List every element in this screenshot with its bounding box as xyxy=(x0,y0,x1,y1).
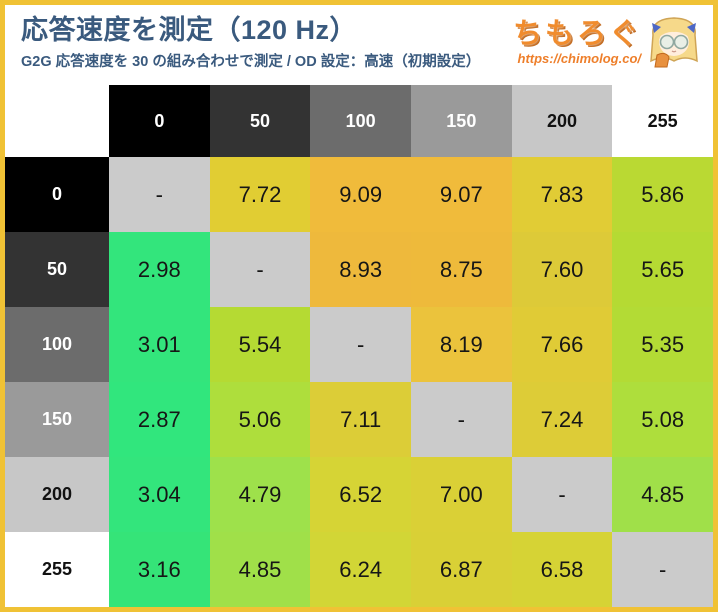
site-logo-text-block: ちもろぐ https://chimolog.co/ xyxy=(512,17,642,66)
col-header-100: 100 xyxy=(310,85,411,157)
heatmap-cell-r200-c200: - xyxy=(511,457,613,532)
col-header-255: 255 xyxy=(612,85,713,157)
heatmap-cell-r150-c255: 5.08 xyxy=(612,382,713,457)
heatmap-cell-r200-c150: 7.00 xyxy=(410,457,512,532)
heatmap-cell-r150-c50: 5.06 xyxy=(209,382,311,457)
site-logo-name: ちもろぐ xyxy=(512,17,641,50)
heatmap-corner-cell xyxy=(5,85,109,157)
row-header-0: 0 xyxy=(5,157,109,232)
heatmap-cell-r200-c50: 4.79 xyxy=(209,457,311,532)
heatmap-cell-r100-c255: 5.35 xyxy=(612,307,713,382)
col-header-50: 50 xyxy=(209,85,311,157)
heatmap-cell-r200-c0: 3.04 xyxy=(109,457,210,532)
response-time-heatmap: 0 50 100 150 200 255 0-7.72 9.09 9.07 7.83 5.86 50 2… xyxy=(5,85,713,607)
heatmap-cell-r255-c200: 6.58 xyxy=(511,532,613,607)
heatmap-cell-r150-c200: 7.24 xyxy=(511,382,613,457)
heatmap-cell-r255-c0: 3.16 xyxy=(109,532,210,607)
row-header-255: 255 xyxy=(5,532,109,607)
row-header-200: 200 xyxy=(5,457,109,532)
heatmap-cell-r50-c150: 8.75 xyxy=(410,232,512,307)
heatmap-cell-r255-c255: - xyxy=(612,532,713,607)
heatmap-cell-r0-c0: - xyxy=(109,157,210,232)
site-logo: ちもろぐ https://chimolog.co/ xyxy=(513,15,703,69)
heatmap-cell-r0-c255: 5.86 xyxy=(612,157,713,232)
header: 応答速度を測定（120 Hz） G2G 応答速度を 30 の組み合わせで測定 /… xyxy=(5,5,713,90)
heatmap-cell-r100-c200: 7.66 xyxy=(511,307,613,382)
row-header-50: 50 xyxy=(5,232,109,307)
heatmap-cell-r50-c50: - xyxy=(209,232,311,307)
mascot-avatar-icon xyxy=(650,17,698,68)
heatmap-cell-r50-c0: 2.98 xyxy=(109,232,210,307)
col-header-150: 150 xyxy=(410,85,512,157)
heatmap-cell-r200-c100: 6.52 xyxy=(310,457,411,532)
heatmap-cell-r0-c200: 7.83 xyxy=(511,157,613,232)
heatmap-cell-r50-c200: 7.60 xyxy=(511,232,613,307)
heatmap-cell-r255-c50: 4.85 xyxy=(209,532,311,607)
page-subtitle: G2G 応答速度を 30 の組み合わせで測定 / OD 設定：高速（初期設定） xyxy=(21,54,481,71)
heatmap-cell-r50-c255: 5.65 xyxy=(612,232,713,307)
heatmap-cell-r0-c150: 9.07 xyxy=(410,157,512,232)
heatmap-cell-r150-c100: 7.11 xyxy=(310,382,411,457)
heatmap-cell-r0-c100: 9.09 xyxy=(310,157,411,232)
heatmap-cell-r255-c100: 6.24 xyxy=(310,532,411,607)
heatmap-cell-r100-c50: 5.54 xyxy=(209,307,311,382)
title-block: 応答速度を測定（120 Hz） G2G 応答速度を 30 の組み合わせで測定 /… xyxy=(21,15,480,71)
heatmap-cell-r50-c100: 8.93 xyxy=(310,232,411,307)
heatmap-cell-r255-c150: 6.87 xyxy=(410,532,512,607)
heatmap-cell-r150-c150: - xyxy=(410,382,512,457)
heatmap-cell-r100-c100: - xyxy=(310,307,411,382)
heatmap-cell-r150-c0: 2.87 xyxy=(109,382,210,457)
heatmap-cell-r100-c150: 8.19 xyxy=(410,307,512,382)
site-logo-url: https://chimolog.co/ xyxy=(517,50,642,66)
page-title: 応答速度を測定（120 Hz） xyxy=(21,15,358,45)
row-header-150: 150 xyxy=(5,382,109,457)
heatmap-cell-r200-c255: 4.85 xyxy=(612,457,713,532)
col-header-0: 0 xyxy=(109,85,210,157)
heatmap-cell-r100-c0: 3.01 xyxy=(109,307,210,382)
row-header-100: 100 xyxy=(5,307,109,382)
col-header-200: 200 xyxy=(511,85,613,157)
heatmap-cell-r0-c50: 7.72 xyxy=(209,157,311,232)
